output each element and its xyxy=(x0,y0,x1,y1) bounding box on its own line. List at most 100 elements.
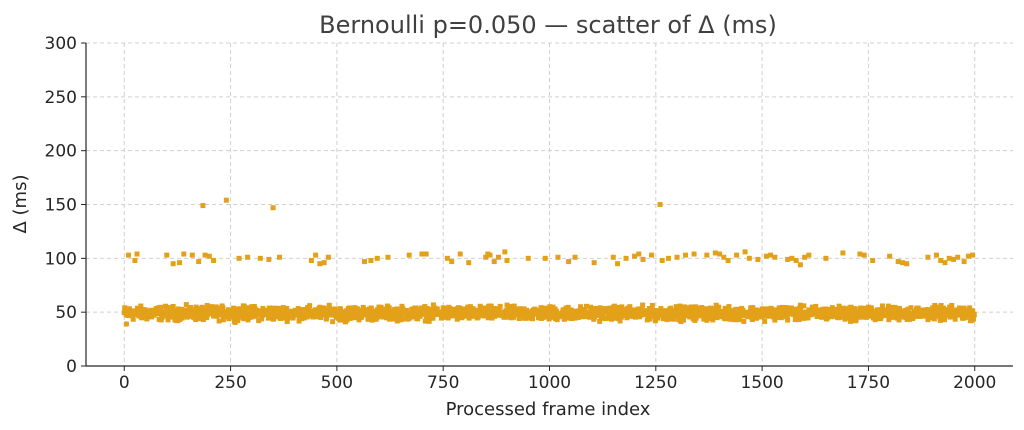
data-point xyxy=(617,307,623,313)
data-point xyxy=(430,302,436,308)
data-point xyxy=(516,316,522,322)
data-point xyxy=(710,317,716,323)
data-point xyxy=(142,307,148,313)
data-point xyxy=(966,312,972,318)
data-point xyxy=(368,257,374,263)
data-point xyxy=(165,309,171,315)
data-point xyxy=(796,317,802,323)
data-point xyxy=(507,303,513,309)
data-point xyxy=(432,305,438,311)
data-point xyxy=(749,317,755,323)
data-point xyxy=(561,316,567,322)
data-point xyxy=(915,305,921,311)
data-point xyxy=(164,306,170,312)
data-point xyxy=(211,257,217,263)
data-point xyxy=(716,305,722,311)
data-point xyxy=(547,304,553,310)
data-point xyxy=(823,255,829,261)
data-point xyxy=(542,255,548,261)
y-tick-label: 250 xyxy=(45,88,77,108)
data-point xyxy=(231,305,237,311)
data-point xyxy=(946,255,952,261)
data-point xyxy=(324,315,330,321)
data-point xyxy=(959,310,965,316)
data-point xyxy=(680,317,686,323)
data-point xyxy=(562,313,568,319)
data-point xyxy=(394,318,400,324)
data-point xyxy=(950,256,956,262)
data-point xyxy=(801,303,807,309)
data-point xyxy=(491,259,497,265)
data-point xyxy=(193,304,199,310)
data-point xyxy=(925,307,931,313)
data-point xyxy=(216,318,222,324)
data-point xyxy=(848,304,854,310)
data-point xyxy=(138,303,144,309)
x-tick-label: 0 xyxy=(119,373,130,393)
data-point xyxy=(712,250,718,256)
data-point xyxy=(411,311,417,317)
x-tick-label: 1500 xyxy=(740,373,783,393)
data-point xyxy=(587,314,593,320)
data-point xyxy=(220,317,226,323)
data-point xyxy=(643,308,649,314)
data-point xyxy=(304,314,310,320)
data-point xyxy=(784,314,790,320)
data-point xyxy=(276,254,282,260)
data-point xyxy=(426,318,432,324)
data-point xyxy=(179,315,185,321)
data-point xyxy=(466,310,472,316)
data-point xyxy=(691,308,697,314)
data-point xyxy=(822,313,828,319)
data-point xyxy=(223,197,229,203)
data-point xyxy=(170,303,176,309)
data-point xyxy=(655,315,661,321)
data-point xyxy=(497,303,503,309)
data-point xyxy=(607,305,613,311)
data-point xyxy=(879,303,885,309)
data-point xyxy=(365,316,371,322)
data-point xyxy=(768,252,774,258)
data-point xyxy=(502,249,508,255)
data-point xyxy=(772,317,778,323)
data-point xyxy=(501,314,507,320)
data-point xyxy=(317,261,323,267)
data-point xyxy=(270,205,276,211)
data-point xyxy=(805,315,811,321)
data-point xyxy=(780,304,786,310)
data-point xyxy=(503,308,509,314)
data-point xyxy=(374,255,380,261)
data-point xyxy=(158,304,164,310)
data-point xyxy=(245,317,251,323)
data-point xyxy=(155,311,161,317)
data-point xyxy=(480,305,486,311)
data-point xyxy=(542,314,548,320)
data-point xyxy=(232,319,238,325)
data-point xyxy=(193,316,199,322)
data-point xyxy=(683,252,689,258)
data-point xyxy=(342,319,348,325)
data-point xyxy=(511,303,517,309)
data-point xyxy=(225,307,231,313)
chart-title: Bernoulli p=0.050 — scatter of Δ (ms) xyxy=(319,11,777,39)
data-point xyxy=(707,315,713,321)
y-tick-label: 0 xyxy=(66,357,77,377)
data-point xyxy=(448,306,454,312)
data-point xyxy=(430,315,436,321)
data-point xyxy=(196,316,202,322)
x-axis-label: Processed frame index xyxy=(446,399,651,420)
data-point xyxy=(725,257,731,263)
data-point xyxy=(545,308,551,314)
x-tick-label: 250 xyxy=(214,373,246,393)
data-point xyxy=(583,303,589,309)
data-point xyxy=(755,256,761,262)
data-point xyxy=(635,306,641,312)
data-point xyxy=(887,253,893,259)
data-point xyxy=(575,314,581,320)
data-point xyxy=(788,305,794,311)
data-point xyxy=(122,305,128,311)
data-point xyxy=(904,261,910,267)
data-point xyxy=(235,318,241,324)
data-point xyxy=(907,316,913,322)
data-point xyxy=(704,252,710,258)
